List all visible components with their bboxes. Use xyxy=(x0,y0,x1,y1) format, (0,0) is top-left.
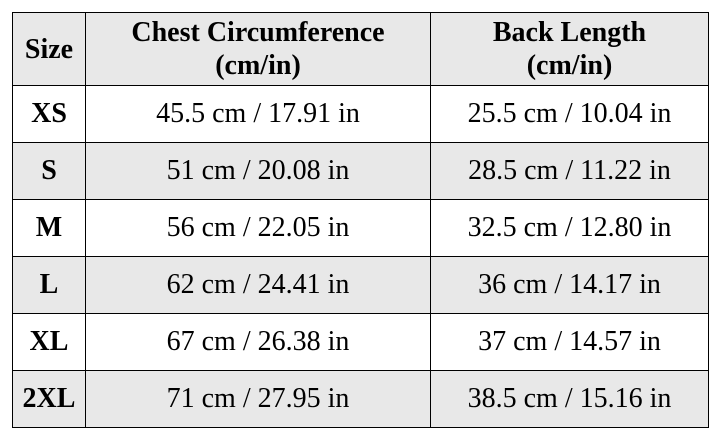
size-cell: 2XL xyxy=(12,370,86,428)
size-cell: XS xyxy=(12,85,86,143)
header-label: Chest Circumference xyxy=(131,17,385,48)
header-cell: Chest Circumference (cm/in) xyxy=(85,12,431,86)
measure-cell: 37 cm / 14.57 in xyxy=(430,313,709,371)
size-cell: S xyxy=(12,142,86,200)
measure-cell: 71 cm / 27.95 in xyxy=(85,370,431,428)
measure-cell: 67 cm / 26.38 in xyxy=(85,313,431,371)
measure-cell: 28.5 cm / 11.22 in xyxy=(430,142,709,200)
header-unit: (cm/in) xyxy=(215,50,301,81)
measure-cell: 62 cm / 24.41 in xyxy=(85,256,431,314)
measure-cell: 38.5 cm / 15.16 in xyxy=(430,370,709,428)
table-row: L 62 cm / 24.41 in 36 cm / 14.17 in xyxy=(12,256,709,314)
size-cell: XL xyxy=(12,313,86,371)
header-label: Size xyxy=(24,33,74,65)
table-row: 2XL 71 cm / 27.95 in 38.5 cm / 15.16 in xyxy=(12,370,709,428)
size-cell: M xyxy=(12,199,86,257)
header-row: Size Chest Circumference (cm/in) Back Lengt… xyxy=(12,12,709,86)
table-row: M 56 cm / 22.05 in 32.5 cm / 12.80 in xyxy=(12,199,709,257)
measure-cell: 45.5 cm / 17.91 in xyxy=(85,85,431,143)
header-unit: (cm/in) xyxy=(526,50,613,81)
size-cell: L xyxy=(12,256,86,314)
table-row: XL 67 cm / 26.38 in 37 cm / 14.57 in xyxy=(12,313,709,371)
measure-cell: 36 cm / 14.17 in xyxy=(430,256,709,314)
measure-cell: 56 cm / 22.05 in xyxy=(85,199,431,257)
table-row: XS 45.5 cm / 17.91 in 25.5 cm / 10.04 in xyxy=(12,85,709,143)
table-row: S 51 cm / 20.08 in 28.5 cm / 11.22 in xyxy=(12,142,709,200)
measure-cell: 25.5 cm / 10.04 in xyxy=(430,85,709,143)
header-label: Back Length xyxy=(492,17,647,48)
header-cell: Back Length (cm/in) xyxy=(430,12,709,86)
measure-cell: 32.5 cm / 12.80 in xyxy=(430,199,709,257)
header-cell: Size xyxy=(12,12,86,86)
size-table: Size Chest Circumference (cm/in) Back Lengt… xyxy=(12,12,709,428)
table-body: XS 45.5 cm / 17.91 in 25.5 cm / 10.04 in S 5… xyxy=(12,85,709,428)
measure-cell: 51 cm / 20.08 in xyxy=(85,142,431,200)
